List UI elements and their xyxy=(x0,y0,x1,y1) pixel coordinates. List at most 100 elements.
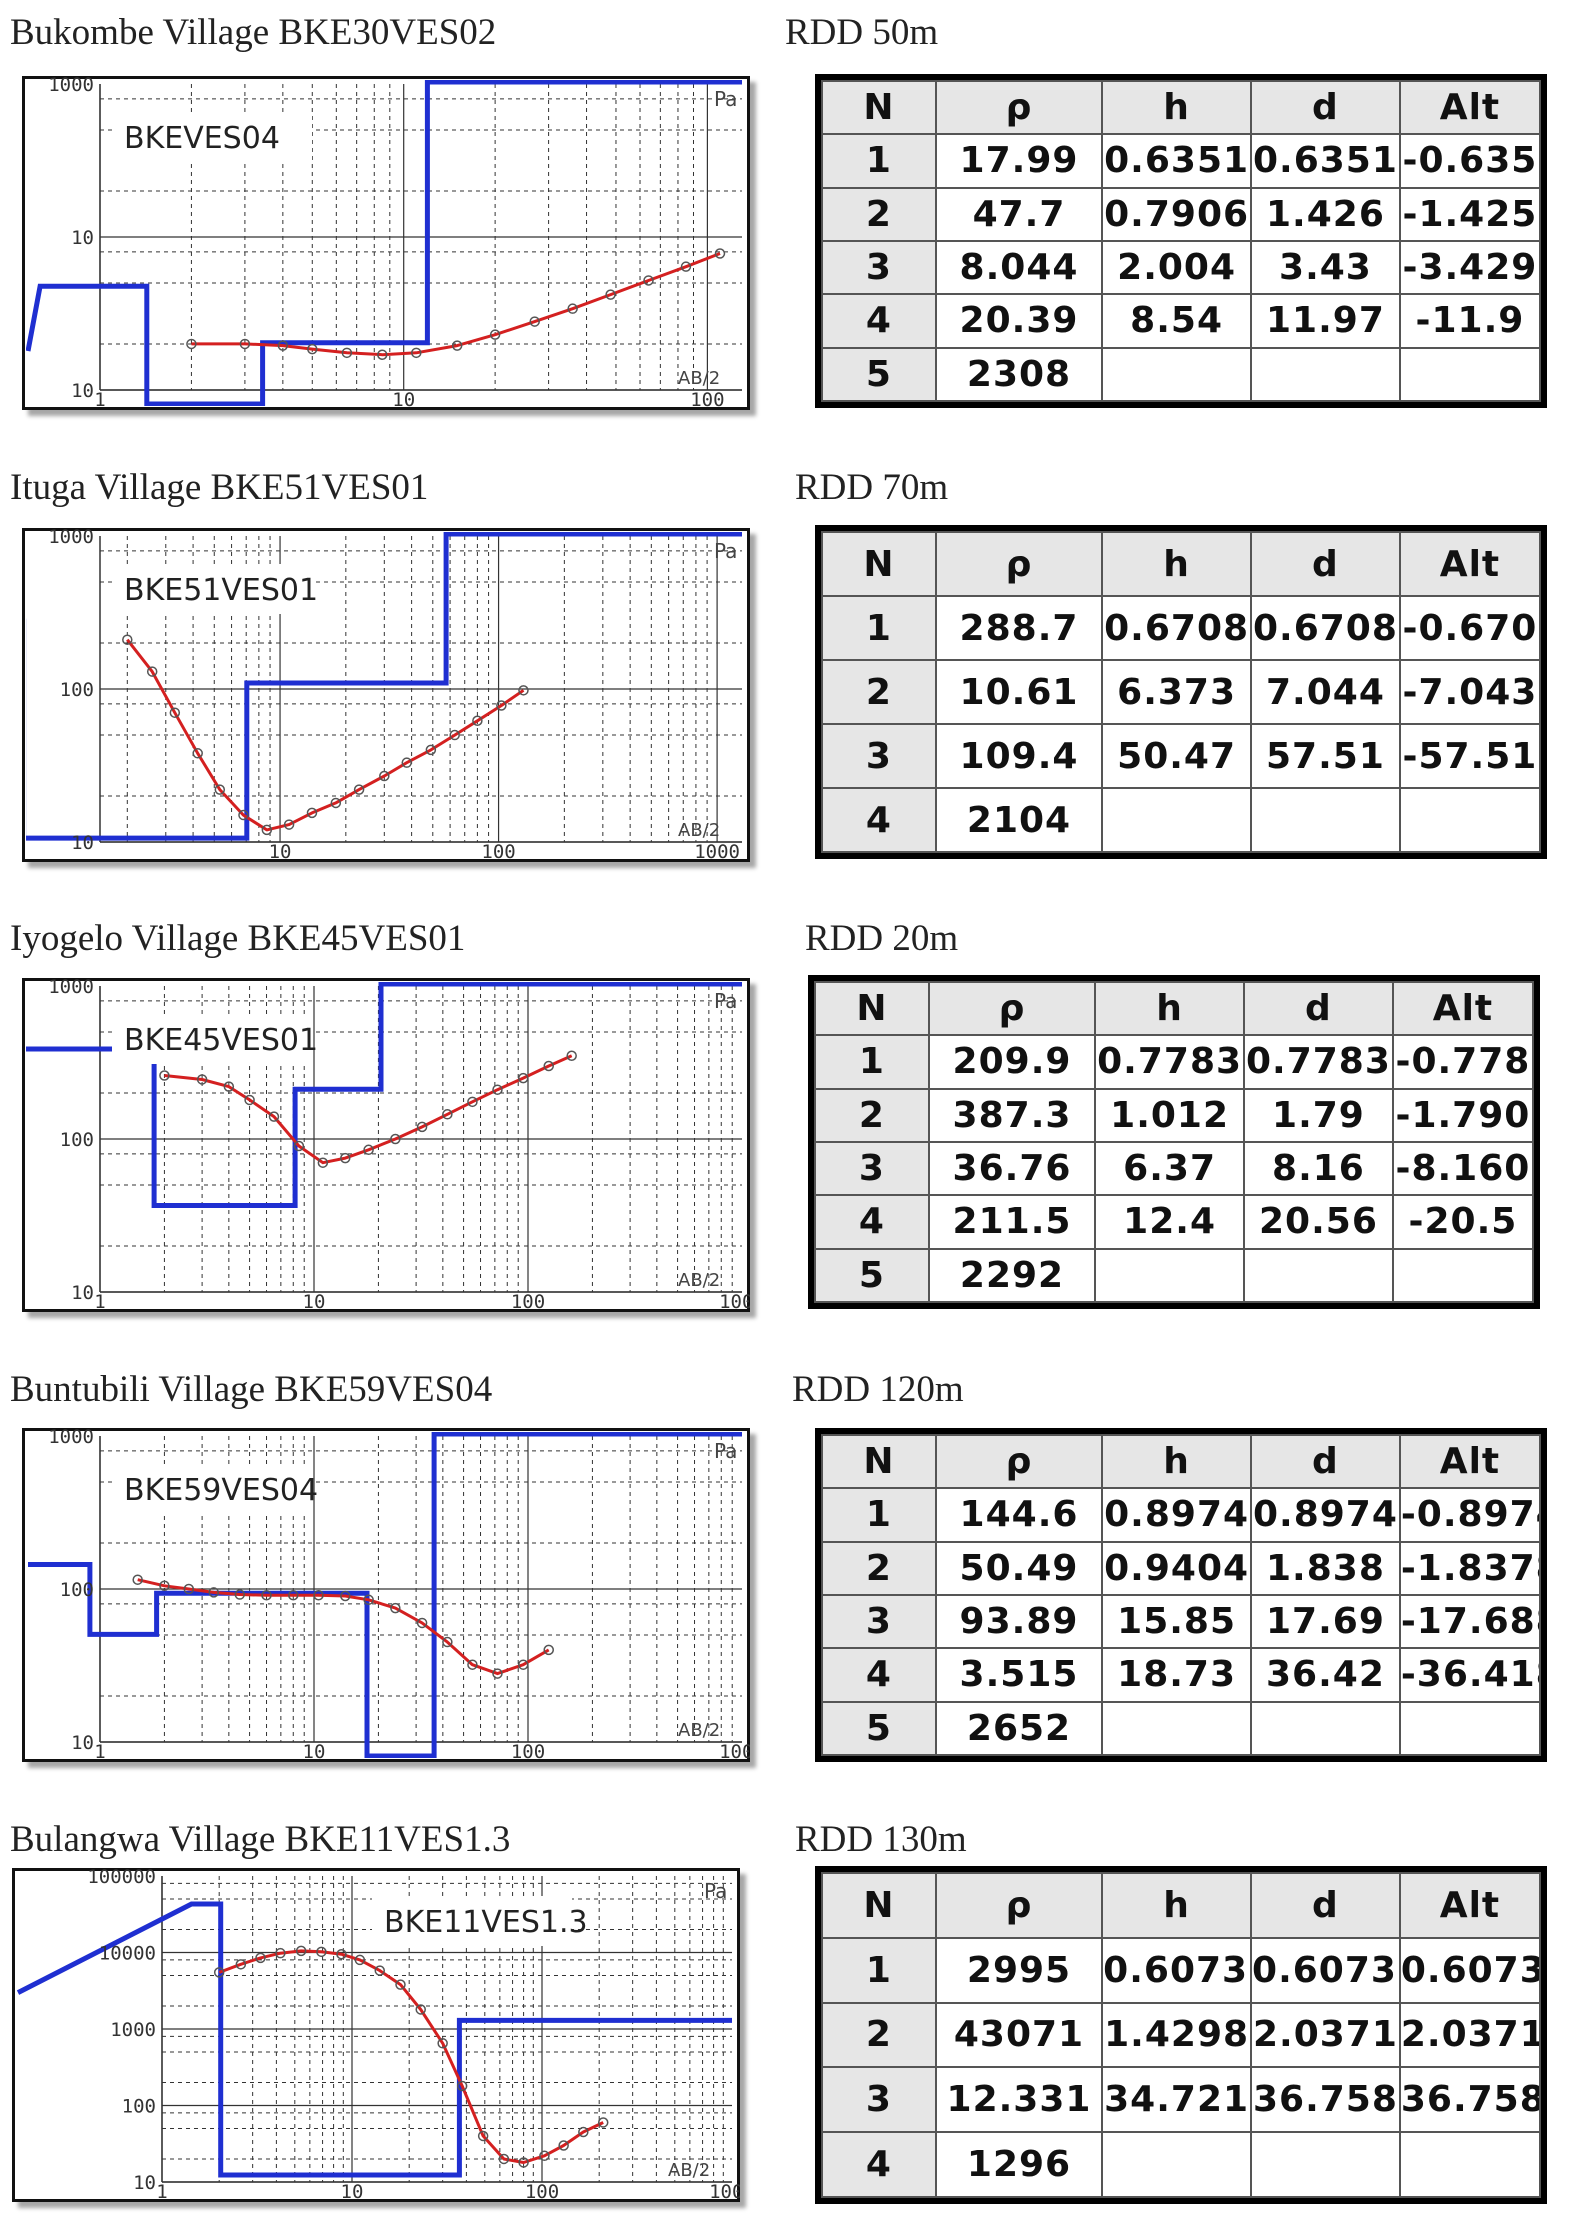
table-cell: 2104 xyxy=(934,787,1104,853)
measured-point xyxy=(261,1590,272,1601)
y-tick-label: 100000 xyxy=(87,1868,156,1888)
table-cell xyxy=(1250,346,1401,403)
column-header: Alt xyxy=(1398,79,1542,136)
table-cell: 3 xyxy=(814,1140,930,1197)
measured-point xyxy=(411,347,422,359)
chart-station-label: BKE11VES1.3 xyxy=(384,1905,588,1940)
measured-point xyxy=(451,340,463,351)
table-cell: -1.790 xyxy=(1391,1087,1535,1143)
measured-point xyxy=(317,1157,329,1168)
measured-point xyxy=(467,1659,478,1670)
chart-station-label: BKE51VES01 xyxy=(124,573,318,608)
column-header: h xyxy=(1094,980,1246,1037)
measured-point xyxy=(377,349,388,360)
x-tick-label: 10 xyxy=(269,841,292,862)
x-tick-label: 100 xyxy=(525,2181,559,2202)
table-cell: 0.7783 xyxy=(1094,1034,1246,1090)
column-header: Alt xyxy=(1391,980,1535,1037)
measured-point xyxy=(477,2130,489,2142)
table-cell: 36.76 xyxy=(927,1140,1097,1197)
section-3-title: Iyogelo Village BKE45VES01 xyxy=(10,918,466,959)
table-cell: 6.37 xyxy=(1094,1140,1246,1197)
column-header: ρ xyxy=(934,79,1104,136)
column-header: Alt xyxy=(1398,1872,1542,1939)
measured-point xyxy=(496,700,507,711)
column-header: ρ xyxy=(927,980,1097,1037)
table-cell xyxy=(1398,1700,1542,1757)
sounding-chart: 1000 100 10 10 100 1000 Pa AB/2 BKE51VES01 xyxy=(22,528,750,862)
table-row: 2 387.3 1.012 1.79 -1.790 xyxy=(814,1087,1535,1143)
ab2-axis-label: AB/2 xyxy=(678,1270,720,1291)
measured-point xyxy=(566,1050,577,1062)
table-cell: 3 xyxy=(821,2066,937,2134)
table-cell: 1 xyxy=(821,1487,937,1543)
table-cell: -17.688 xyxy=(1398,1593,1542,1650)
section-5-rdd: RDD 130m xyxy=(795,1819,967,1860)
x-tick-label: 1000 xyxy=(719,1741,750,1762)
table-cell xyxy=(1398,346,1542,403)
column-header: N xyxy=(821,1433,937,1490)
table-cell: 5 xyxy=(821,1700,937,1757)
section-1-chart: 1000 10 10 1 10 100 Pa AB/2 BKEVES04 xyxy=(22,76,750,410)
sounding-chart: 100000100001000100101101001000PaAB/2BKE1… xyxy=(12,1868,740,2202)
measured-point xyxy=(517,1072,529,1084)
measured-point xyxy=(283,819,295,830)
table-cell: 0.6708 xyxy=(1250,595,1401,661)
table-cell: 1 xyxy=(821,1936,937,2004)
table-cell: -7.043 xyxy=(1398,659,1542,725)
ab2-axis-label: AB/2 xyxy=(678,820,720,841)
table-cell: 12.331 xyxy=(934,2066,1104,2134)
measured-point xyxy=(363,1144,374,1156)
table-cell: 0.6351 xyxy=(1250,133,1401,189)
y-tick-label: 1000 xyxy=(110,2019,156,2041)
y-tick-label: 100 xyxy=(60,1579,94,1601)
column-header: Alt xyxy=(1398,1433,1542,1490)
table-row: 2 43071 1.4298 2.0371 2.0371 xyxy=(821,2001,1542,2069)
measured-point xyxy=(336,1948,347,1960)
measured-point xyxy=(374,1965,386,1976)
measured-point xyxy=(239,338,251,350)
x-tick-label: 1000 xyxy=(719,1291,750,1312)
table-cell: -0.635 xyxy=(1398,133,1542,189)
measured-point xyxy=(416,1617,428,1629)
measured-point xyxy=(643,275,654,286)
table-cell: 43071 xyxy=(934,2001,1104,2069)
measured-point xyxy=(578,2126,589,2138)
measured-point xyxy=(146,666,158,677)
table-cell: 5 xyxy=(814,1247,930,1304)
table-cell: 5 xyxy=(821,346,937,403)
measured-point xyxy=(379,770,390,782)
column-header: N xyxy=(821,1872,937,1939)
table-cell: 15.85 xyxy=(1101,1593,1253,1650)
measured-point xyxy=(295,1945,307,1957)
x-tick-label: 10 xyxy=(392,389,415,410)
table-cell xyxy=(1391,1247,1535,1304)
pa-axis-label: Pa xyxy=(714,539,737,563)
table-cell: 7.044 xyxy=(1250,659,1401,725)
measured-point xyxy=(539,2150,550,2162)
measured-point xyxy=(261,824,273,836)
x-tick-label: 100 xyxy=(511,1741,545,1762)
column-header: h xyxy=(1101,1433,1253,1490)
measured-point xyxy=(442,1636,453,1648)
measured-point xyxy=(456,2080,468,2092)
table-cell xyxy=(1094,1247,1246,1304)
measured-point xyxy=(238,809,249,821)
measured-point xyxy=(159,1070,170,1081)
measured-point xyxy=(208,1587,219,1598)
measured-point xyxy=(401,757,412,768)
column-header: h xyxy=(1101,1872,1253,1939)
table-cell xyxy=(1243,1247,1394,1304)
table-cell: 3 xyxy=(821,239,937,296)
column-header: h xyxy=(1101,531,1253,597)
column-header: ρ xyxy=(934,1433,1104,1490)
table-cell: -57.51 xyxy=(1398,723,1542,789)
y-tick-label: 100 xyxy=(60,679,94,701)
measured-point xyxy=(415,2004,426,2015)
section-5-table: NρhdAlt129950.607330.607330.607332430711… xyxy=(815,1866,1547,2204)
